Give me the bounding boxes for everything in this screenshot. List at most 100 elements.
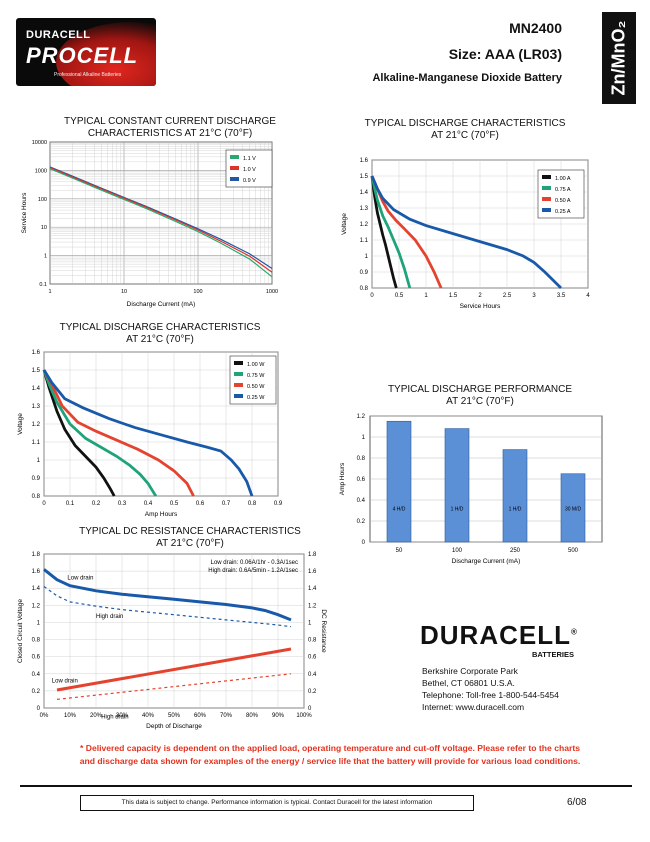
y-tick-label: 1.4 [32,586,41,592]
y-tick-label: 0.8 [32,494,41,500]
y-tick-label: 1000 [35,168,47,174]
x-tick-label: 1.5 [449,293,458,299]
y-axis-label: Amp Hours [339,462,346,495]
legend-label: 0.25 W [247,395,265,401]
chemistry-description: Alkaline-Manganese Dioxide Battery [372,72,562,84]
y-right-tick-label: 1.8 [308,552,317,558]
x-tick-label: 1000 [266,289,278,295]
x-tick-label: 2 [478,293,482,299]
label-high-drain-voltage: High drain [96,614,123,620]
x-tick-label: 250 [510,548,521,554]
bar-label: 1 H/D [509,507,522,513]
y-tick-label: 1.6 [360,158,369,164]
y-tick-label: 1 [37,620,41,626]
x-tick-label: 3 [532,293,536,299]
legend-swatch [234,372,243,376]
x-tick-label: 1 [48,289,51,295]
y-tick-label: 1.1 [360,238,369,244]
phone: Telephone: Toll-free 1-800-544-5454 [422,690,559,700]
x-tick-label: 0.5 [170,501,179,507]
x-tick-label: 100% [296,713,312,719]
x-tick-label: 500 [568,548,579,554]
y-right-tick-label: 0.2 [308,689,317,695]
footnote-line-2: and discharge data shown for examples of… [79,756,581,766]
y-tick-label: 1.2 [32,603,41,609]
y-tick-label: 0.1 [39,282,47,288]
legend-swatch [230,177,239,181]
y-tick-label: 1.3 [360,206,369,212]
legend-label: 0.75 W [247,373,265,379]
y-tick-label: 10 [41,225,47,231]
bar [444,428,470,543]
y-tick-label: 1.4 [32,386,41,392]
y-tick-label: 1.6 [32,350,41,356]
x-tick-label: 0 [42,501,46,507]
duracell-logo: DURACELL® [420,620,578,650]
series-line [43,568,292,622]
y-axis-label: Voltage [17,413,24,435]
x-tick-label: 0.3 [118,501,127,507]
x-tick-label: 0.8 [248,501,257,507]
y-tick-label: 0 [37,706,41,712]
x-tick-label: 0.7 [222,501,231,507]
series-line-11V [49,168,273,278]
x-tick-label: 50 [396,548,403,554]
x-tick-label: 20% [90,713,103,719]
x-tick-label: 40% [142,713,155,719]
x-tick-label: 80% [246,713,259,719]
footer-rule [20,785,632,787]
x-tick-label: 0.6 [196,501,205,507]
legend-swatch [542,175,551,179]
x-tick-label: 50% [168,713,181,719]
y-tick-label: 0.6 [32,655,41,661]
x-axis-label: Amp Hours [145,511,178,518]
y-right-tick-label: 1.2 [308,603,317,609]
logo-tagline: Professional Alkaline Batteries [54,72,122,78]
y-tick-label: 1.5 [360,174,369,180]
dc-note-high: High drain: 0.6A/5min - 1.2A/1sec [208,568,298,574]
y-right-tick-label: 1.6 [308,569,317,575]
x-tick-label: 0.2 [92,501,101,507]
performance-title: TYPICAL DISCHARGE PERFORMANCE AT 21°C (70… [387,384,573,407]
y-tick-label: 0.8 [357,456,366,462]
y-tick-label: 0.2 [32,689,41,695]
procell-logo: DURACELL PROCELL Professional Alkaline B… [16,18,156,86]
legend-swatch [234,361,243,365]
x-tick-label: 2.5 [503,293,512,299]
y-tick-label: 0.4 [32,672,41,678]
x-tick-label: 10% [64,713,77,719]
legend-label: 1.0 V [243,167,256,173]
y-axis-label: Service Hours [21,192,28,234]
y-tick-label: 0.4 [357,498,366,504]
y-tick-label: 1.6 [32,569,41,575]
discharge-power-title: TYPICAL DISCHARGE CHARACTERISTICS AT 21°C… [59,322,261,345]
y-tick-label: 0.8 [32,638,41,644]
y-tick-label: 0.9 [360,270,369,276]
series-line [42,369,195,497]
battery-size: Size: AAA (LR03) [448,46,562,62]
chemistry-tab: Zn/MnO₂ [602,12,636,104]
y-axis-label-right: DC Resistance [320,609,327,653]
x-tick-label: 10 [121,289,127,295]
x-tick-label: 90% [272,713,285,719]
y-tick-label: 1.5 [32,368,41,374]
y-tick-label: 0 [362,540,366,546]
series-line-09V [49,166,273,270]
y-tick-label: 1.4 [360,190,369,196]
y-tick-label: 0.8 [360,286,369,292]
label-low-drain-resistance: Low drain [52,678,78,684]
x-tick-label: 70% [220,713,233,719]
y-tick-label: 1.1 [32,440,41,446]
y-tick-label: 10000 [32,140,47,146]
bar-label: 30 M/D [565,507,582,513]
dc-resistance-title: TYPICAL DC RESISTANCE CHARACTERISTICS AT … [79,526,301,549]
legend-label: 1.00 A [555,176,571,182]
label-low-drain-voltage: Low drain [67,576,93,582]
x-tick-label: 0.4 [144,501,153,507]
series-line [42,369,254,497]
y-tick-label: 1 [362,435,366,441]
x-tick-label: 30% [116,713,129,719]
website: Internet: www.duracell.com [422,702,525,712]
bar [560,473,586,543]
